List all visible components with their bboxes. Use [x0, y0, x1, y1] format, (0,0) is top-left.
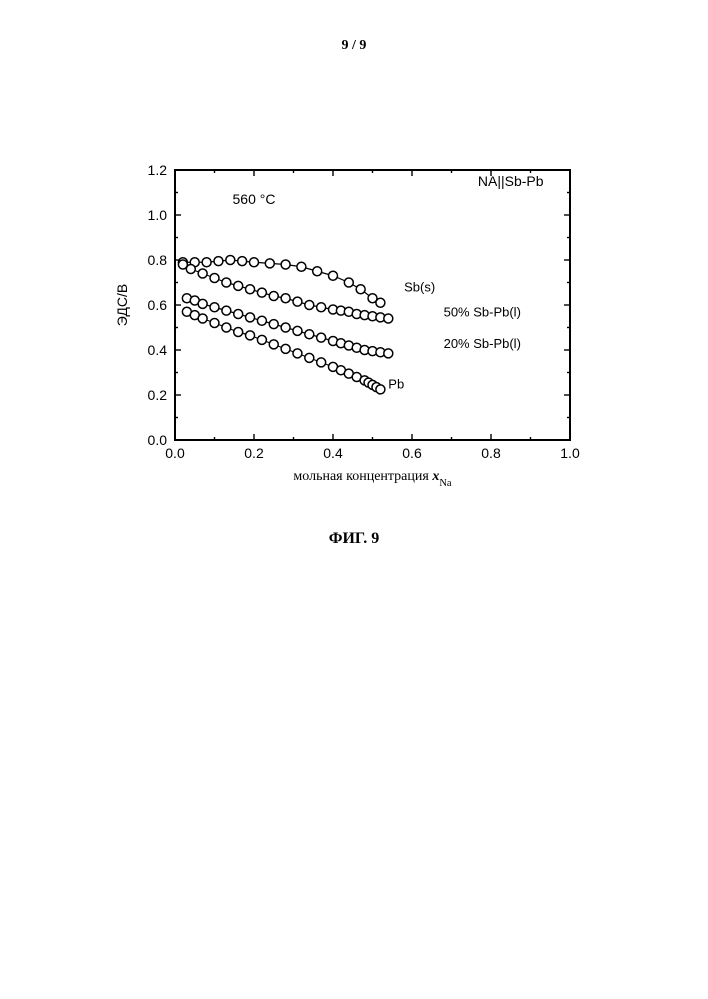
svg-text:0.8: 0.8 — [148, 252, 168, 268]
svg-text:Sb(s): Sb(s) — [404, 280, 435, 295]
svg-text:50% Sb-Pb(l): 50% Sb-Pb(l) — [444, 304, 521, 319]
svg-text:Pb: Pb — [388, 376, 404, 391]
page: 9 / 9 0.0 0.2 0.4 0.6 0.8 1.0 0.0 0.2 0.4 0.6 0.8 1… — [0, 0, 708, 999]
svg-text:ЭДС/В: ЭДС/В — [114, 284, 130, 326]
svg-text:0.6: 0.6 — [402, 445, 422, 461]
svg-text:0.8: 0.8 — [481, 445, 501, 461]
svg-text:0.0: 0.0 — [165, 445, 185, 461]
svg-text:0.6: 0.6 — [148, 297, 168, 313]
svg-text:NA||Sb-Pb: NA||Sb-Pb — [478, 173, 544, 189]
svg-text:1.0: 1.0 — [560, 445, 580, 461]
svg-text:560 °C: 560 °C — [233, 191, 276, 207]
svg-text:1.0: 1.0 — [148, 207, 168, 223]
svg-text:20% Sb-Pb(l): 20% Sb-Pb(l) — [444, 336, 521, 351]
figure-caption: ФИГ. 9 — [0, 530, 708, 548]
page-number: 9 / 9 — [0, 38, 708, 54]
svg-text:0.2: 0.2 — [148, 387, 168, 403]
svg-text:0.2: 0.2 — [244, 445, 264, 461]
chart-svg: 0.0 0.2 0.4 0.6 0.8 1.0 0.0 0.2 0.4 0.6 0.8 1.0 1.2 Э… — [90, 150, 610, 510]
chart-container: 0.0 0.2 0.4 0.6 0.8 1.0 0.0 0.2 0.4 0.6 0.8 1.0 1.2 Э… — [90, 150, 610, 515]
svg-text:0.0: 0.0 — [148, 432, 168, 448]
svg-text:0.4: 0.4 — [323, 445, 343, 461]
svg-text:1.2: 1.2 — [148, 162, 168, 178]
svg-text:0.4: 0.4 — [148, 342, 168, 358]
